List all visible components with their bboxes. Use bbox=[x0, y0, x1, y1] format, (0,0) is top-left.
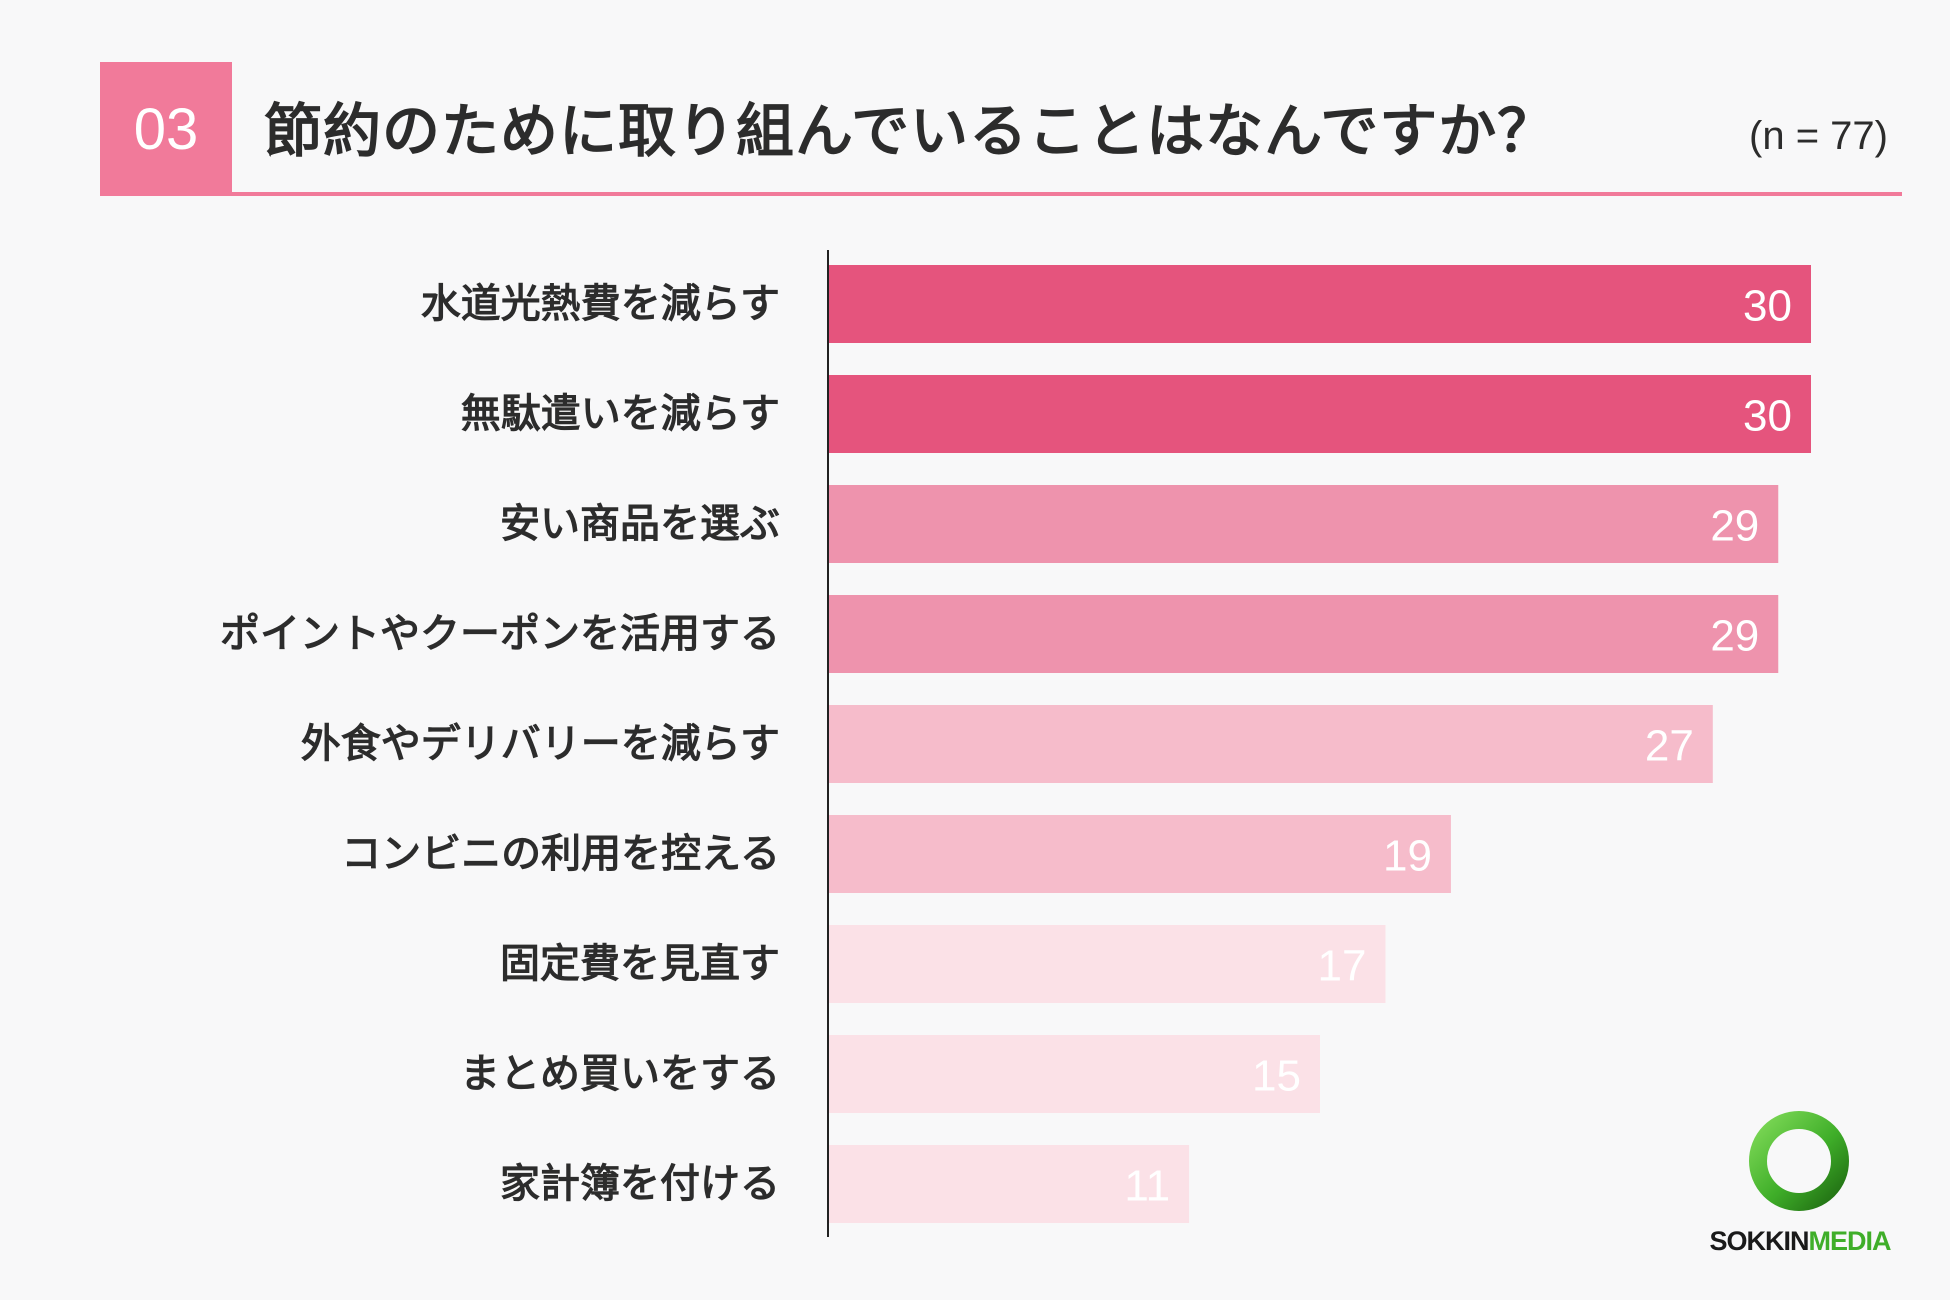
value-label: 27 bbox=[1645, 722, 1694, 771]
logo-text-sokkin: SOKKIN bbox=[1709, 1226, 1809, 1256]
bar bbox=[829, 925, 1386, 1003]
sokkin-media-logo: SOKKINMEDIA bbox=[1690, 1108, 1910, 1258]
header-rule bbox=[100, 192, 1902, 196]
value-label: 11 bbox=[1124, 1162, 1170, 1211]
category-label: 固定費を見直す bbox=[500, 941, 780, 987]
chart-title: 節約のために取り組んでいることはなんですか？ bbox=[264, 97, 1557, 165]
category-label: ポイントやクーポンを活用する bbox=[220, 611, 780, 657]
section-number: 03 bbox=[100, 62, 232, 196]
category-label: 水道光熱費を減らす bbox=[421, 281, 780, 327]
value-label: 30 bbox=[1743, 282, 1792, 331]
bar bbox=[829, 705, 1713, 783]
logo-text-media: MEDIA bbox=[1808, 1226, 1892, 1256]
value-label: 15 bbox=[1252, 1052, 1301, 1101]
category-label: 外食やデリバリーを減らす bbox=[301, 721, 780, 767]
category-label: まとめ買いをする bbox=[460, 1051, 780, 1097]
logo-text: SOKKINMEDIA bbox=[1690, 1226, 1910, 1257]
category-label: 家計簿を付ける bbox=[500, 1161, 780, 1207]
value-label: 30 bbox=[1743, 392, 1792, 441]
value-label: 17 bbox=[1318, 942, 1367, 991]
bar bbox=[829, 815, 1451, 893]
bar bbox=[829, 595, 1779, 673]
bar bbox=[829, 1035, 1320, 1113]
category-label: コンビニの利用を控える bbox=[341, 831, 780, 877]
logo-ring-icon bbox=[1749, 1111, 1849, 1211]
category-label: 安い商品を選ぶ bbox=[500, 501, 780, 547]
chart-header: 03 節約のために取り組んでいることはなんですか？ (n = 77) bbox=[100, 62, 1902, 196]
sample-size-label: (n = 77) bbox=[1749, 114, 1888, 158]
bar bbox=[829, 485, 1779, 563]
category-label: 無駄遣いを減らす bbox=[461, 391, 780, 437]
bar bbox=[829, 375, 1811, 453]
bar bbox=[829, 1145, 1190, 1223]
value-label: 19 bbox=[1383, 832, 1432, 881]
value-label: 29 bbox=[1710, 502, 1759, 551]
bar bbox=[829, 265, 1811, 343]
value-label: 29 bbox=[1710, 612, 1759, 661]
